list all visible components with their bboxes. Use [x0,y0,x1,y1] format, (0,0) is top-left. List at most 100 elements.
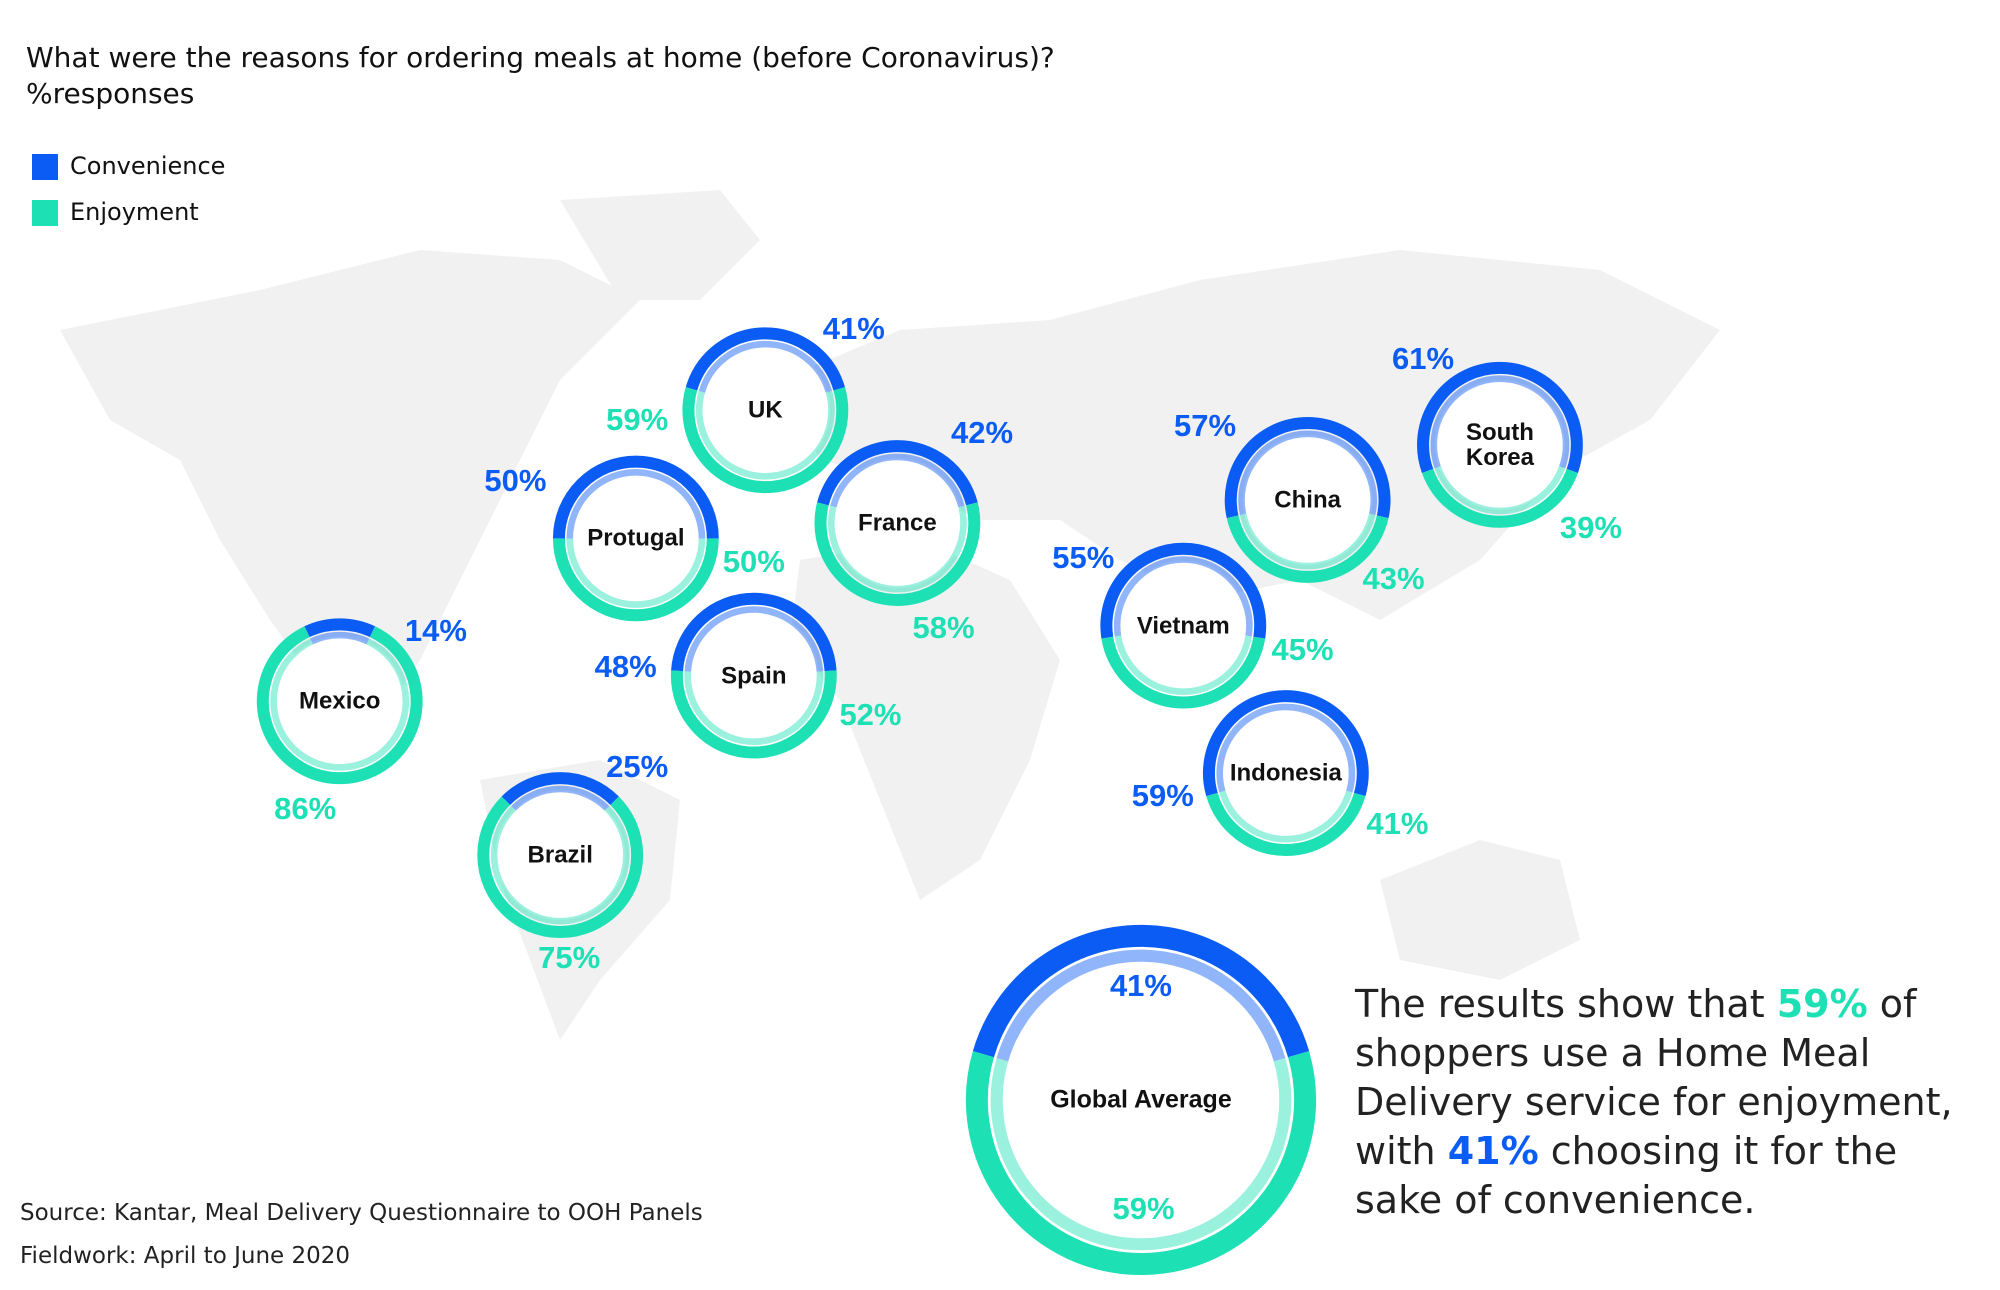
donut-face [832,458,963,588]
donut-inner-ring [695,390,835,480]
donut-segment [1226,515,1389,583]
value-label: 41% [1366,806,1429,842]
chart-subtitle: %responses [26,77,195,110]
donut-segment [1202,690,1369,797]
donut-segment [671,592,837,672]
donut-face [495,790,626,921]
annotation: The results show that 59% of shoppers us… [1355,980,1995,1225]
donut-inner-ring [698,340,833,393]
donut-segment [304,618,376,638]
world-map [60,190,1720,1040]
donut-inner-ring [990,1058,1292,1251]
value-label: 41% [1109,967,1172,1003]
annotation-text: of shoppers use a Home Meal Delivery ser… [1355,982,1953,1173]
donut-inner-ring [1113,556,1253,637]
donut-face [998,957,1284,1243]
value-label: 42% [950,415,1014,451]
donut-face [1242,435,1373,565]
donut-segment [972,924,1310,1058]
chart-title: What were the reasons for ordering meals… [26,41,1055,74]
donut-segment [670,670,837,759]
donut-inner-ring [1216,703,1356,793]
donut-inner-ring [270,638,410,771]
value-label: 52% [839,697,902,733]
donut-segment [1206,792,1366,856]
value-label: 50% [722,543,785,579]
value-label: 45% [1271,631,1334,667]
donut-face [1435,379,1565,510]
donut-segment [965,1051,1317,1275]
donut-inner-ring [1434,466,1566,515]
donut-segment [1100,542,1267,639]
value-label: 50% [484,462,547,498]
value-label: 48% [594,648,657,684]
category-label: China [1274,486,1341,514]
legend-swatch [32,154,58,180]
donut-segment [552,455,719,539]
donut-segment [682,387,849,494]
category-label: Global Average [1050,1085,1232,1114]
value-label: 59% [1112,1190,1175,1226]
annotation-text: The results show that [1355,982,1777,1026]
donut-inner-ring [830,453,965,508]
value-label: 43% [1362,561,1425,597]
donut-inner-ring [1238,430,1378,516]
donut-segment [1224,417,1391,519]
value-label: 25% [606,748,669,784]
legend-label: Enjoyment [70,198,199,226]
donut-segment [1101,636,1266,709]
donut-inner-ring [828,505,967,593]
donut-segment [552,538,719,622]
category-label: France [858,509,937,537]
value-label: 59% [606,402,669,438]
donut-segment [256,626,423,785]
donut-inner-ring [1114,635,1252,696]
category-label: Protugal [587,524,685,552]
donut-face [688,610,819,741]
category-label: Spain [721,662,787,690]
value-label: 57% [1174,407,1237,443]
value-label: 59% [1131,778,1194,814]
category-label: Brazil [527,841,593,869]
value-label: 14% [404,612,467,648]
donut-face [700,345,831,476]
donut-inner-ring [996,949,1286,1062]
donut-inner-ring [310,631,370,645]
donut-segment [1417,362,1583,473]
category-label: UK [748,396,783,424]
value-label: 58% [912,610,975,646]
value-label: 75% [538,939,601,975]
value-label: 86% [274,790,337,826]
fieldwork: Fieldwork: April to June 2020 [20,1243,351,1269]
donut-inner-ring [684,671,824,746]
donut-inner-ring [490,806,630,925]
donut-segment [817,440,978,506]
legend-label: Convenience [70,152,226,180]
donut-segment [685,327,845,391]
legend-swatch [32,200,58,226]
value-label: 41% [822,311,885,347]
category-label: South Korea [1465,418,1534,471]
annotation-highlight: 59% [1776,982,1868,1026]
category-label: Indonesia [1229,759,1342,787]
donut-face [1220,708,1351,838]
category-label: Vietnam [1136,612,1230,640]
value-label: 55% [1052,539,1115,575]
donut-segment [501,772,619,806]
donut-inner-ring [1219,790,1353,843]
annotation-text: choosing it for the sake of convenience. [1355,1129,1898,1222]
donut-segment [477,796,644,939]
donut-inner-ring [1239,513,1376,570]
donut-inner-ring [1430,375,1570,469]
value-label: 39% [1559,510,1622,546]
source: Source: Kantar, Meal Delivery Questionna… [20,1200,703,1226]
value-label: 61% [1391,340,1455,376]
donut-inner-ring [684,606,824,672]
annotation-highlight: 41% [1447,1129,1539,1173]
donut-inner-ring [566,469,706,539]
donut-face [1118,560,1249,691]
donut-face [274,636,405,767]
category-label: Mexico [299,687,381,715]
